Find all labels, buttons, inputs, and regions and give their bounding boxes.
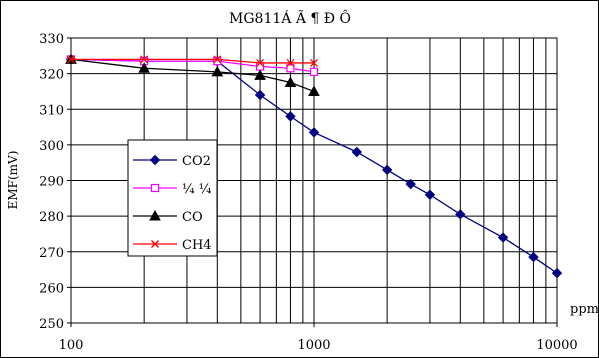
y-tick-label: 260 — [39, 281, 64, 296]
y-tick-label: 280 — [39, 210, 64, 225]
data-point-series-1 — [311, 68, 318, 75]
y-tick-label: 330 — [39, 32, 64, 47]
y-tick-label: 270 — [39, 246, 64, 261]
legend-label: CO — [182, 210, 203, 225]
x-tick-label: 1000 — [297, 338, 330, 353]
legend-label: CO2 — [182, 154, 211, 169]
x-tick-label: 100 — [59, 338, 84, 353]
y-tick-label: 250 — [39, 317, 64, 332]
legend-label: ¼ ¼ — [182, 182, 212, 197]
y-tick-label: 310 — [39, 103, 64, 118]
x-tick-label: 10000 — [536, 338, 577, 353]
data-point-series-1 — [257, 63, 264, 70]
y-axis-label: EMF(mV) — [6, 151, 20, 210]
legend-swatch-marker — [152, 185, 159, 192]
y-tick-label: 290 — [39, 175, 64, 190]
chart-title: MG811Á Ã ¶ Ð Ô — [229, 9, 351, 27]
y-tick-label: 320 — [39, 68, 64, 83]
x-axis-label: ppm — [570, 302, 599, 317]
legend: CO2 ¼ ¼ CO CH4 — [128, 140, 217, 256]
legend-label: CH4 — [182, 238, 212, 253]
y-tick-label: 300 — [39, 139, 64, 154]
